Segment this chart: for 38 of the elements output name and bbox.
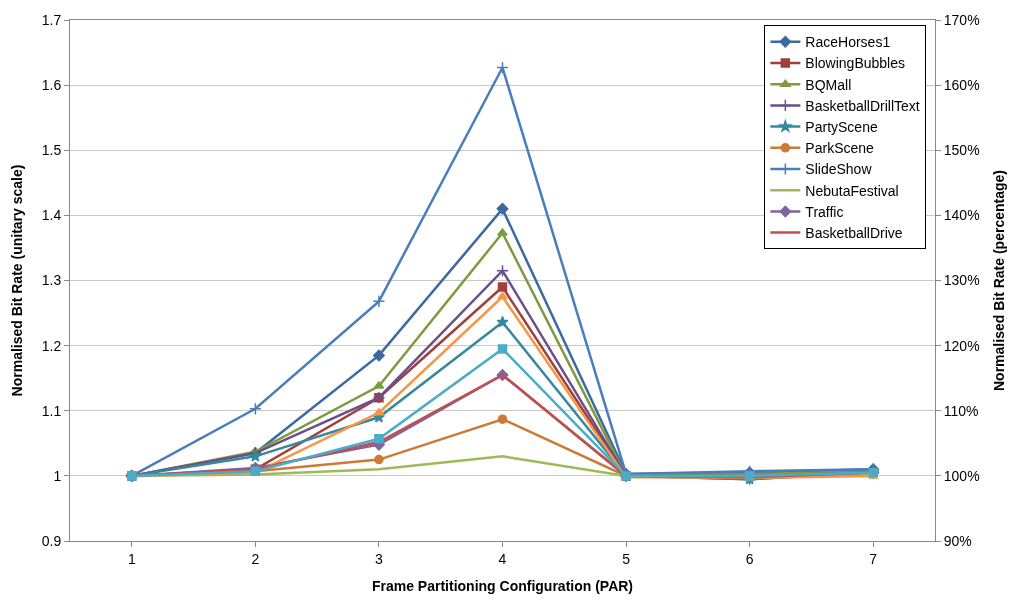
y-tick-label: 1.7 xyxy=(41,11,62,28)
legend-label: BQMall xyxy=(805,76,852,93)
y-tick-label: 1.3 xyxy=(41,272,62,289)
legend-label: BasketballDrillText xyxy=(805,97,920,114)
x-tick-label: 7 xyxy=(869,550,878,567)
y-tick-label: 1.6 xyxy=(41,77,62,94)
legend-label: BlowingBubbles xyxy=(805,55,905,72)
y2-tick-label: 150% xyxy=(943,142,980,159)
legend-label: SlideShow xyxy=(805,161,873,178)
x-tick-label: 4 xyxy=(498,550,507,567)
legend-label: RaceHorses1 xyxy=(805,34,891,51)
legend-label: BasketballDrive xyxy=(805,225,903,242)
legend-label: PartyScene xyxy=(805,119,878,136)
y-axis-title: Normalised Bit Rate (unitary scale) xyxy=(9,164,26,397)
y-tick-label: 0.9 xyxy=(41,532,62,549)
x-tick-label: 6 xyxy=(745,550,754,567)
y2-tick-label: 110% xyxy=(943,402,979,419)
x-axis-title: Frame Partitioning Configuration (PAR) xyxy=(371,578,634,595)
y2-tick-label: 90% xyxy=(943,532,972,549)
y2-axis-title: Normalised Bit Rate (percentage) xyxy=(990,170,1007,391)
legend-label: Traffic xyxy=(805,203,844,220)
y-tick-label: 1.5 xyxy=(41,142,62,159)
x-tick-label: 3 xyxy=(375,550,384,567)
legend-label: NebutaFestival xyxy=(805,182,899,199)
y-tick-label: 1 xyxy=(53,467,62,484)
legend-label: ParkScene xyxy=(805,140,875,157)
y2-tick-label: 100% xyxy=(943,467,980,484)
y2-tick-label: 160% xyxy=(943,77,980,94)
y-tick-label: 1.4 xyxy=(41,207,62,224)
y2-tick-label: 140% xyxy=(943,207,980,224)
x-tick-label: 1 xyxy=(127,550,136,567)
y2-tick-label: 170% xyxy=(943,11,980,28)
y2-tick-label: 130% xyxy=(943,272,980,289)
y2-tick-label: 120% xyxy=(943,337,980,354)
x-tick-label: 2 xyxy=(251,550,260,567)
x-tick-label: 5 xyxy=(622,550,631,567)
y-tick-label: 1.1 xyxy=(41,402,62,419)
y-tick-label: 1.2 xyxy=(41,337,62,354)
